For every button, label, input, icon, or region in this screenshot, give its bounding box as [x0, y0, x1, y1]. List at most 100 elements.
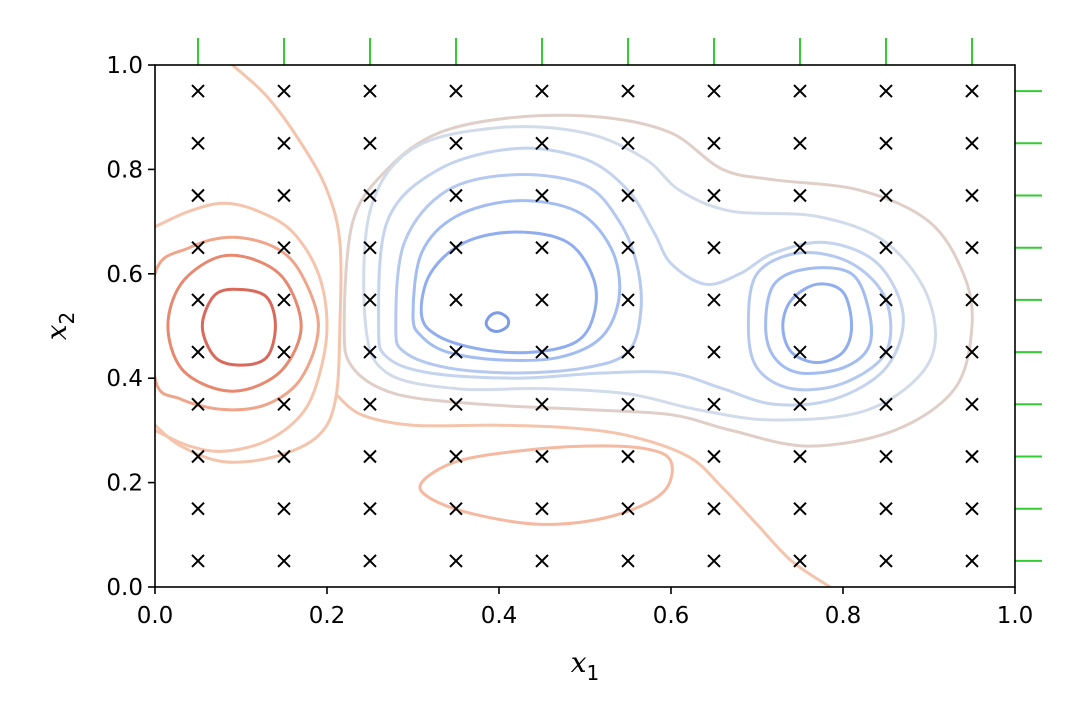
grid-marker	[277, 240, 291, 255]
grid-marker	[277, 449, 291, 464]
grid-marker	[535, 397, 549, 412]
grid-marker	[621, 554, 635, 568]
grid-marker	[621, 345, 635, 359]
grid-marker	[879, 345, 893, 359]
grid-marker	[621, 240, 635, 255]
grid-marker	[621, 84, 635, 98]
grid-marker	[363, 397, 377, 412]
grid-marker	[363, 345, 377, 359]
top-rug-marks	[197, 38, 973, 65]
grid-marker	[793, 136, 807, 151]
right-rug-marks	[1015, 90, 1042, 562]
grid-marker	[793, 345, 807, 359]
grid-marker	[965, 397, 979, 412]
grid-marker	[965, 449, 979, 464]
grid-marker	[535, 84, 549, 98]
y-axis-ticks: 0.0 0.2 0.4 0.6 0.8 1.0	[106, 53, 155, 601]
x-tick-label: 0.4	[481, 603, 518, 629]
contour-line-red-1b	[155, 201, 329, 453]
grid-marker	[879, 501, 893, 516]
x-tick-label: 1.0	[997, 603, 1034, 629]
grid-marker	[707, 136, 721, 151]
y-tick-label: 1.0	[106, 53, 143, 79]
y-tick-label: 0.8	[106, 157, 143, 183]
contour-line-red-low	[418, 444, 674, 526]
grid-marker	[965, 84, 979, 98]
grid-marker	[965, 501, 979, 516]
y-tick-label: 0.6	[106, 262, 143, 288]
grid-marker	[879, 397, 893, 412]
grid-marker	[793, 397, 807, 412]
grid-marker	[793, 449, 807, 464]
grid-marker	[707, 397, 721, 412]
grid-marker	[191, 293, 205, 307]
grid-marker	[363, 136, 377, 151]
grid-marker	[363, 293, 377, 307]
grid-marker	[707, 449, 721, 464]
grid-marker	[793, 554, 807, 568]
grid-marker	[707, 84, 721, 98]
grid-marker	[277, 188, 291, 203]
grid-marker	[277, 501, 291, 516]
grid-marker	[793, 240, 807, 255]
contour-line-blue-1	[362, 125, 937, 422]
grid-marker	[363, 449, 377, 464]
contour-line-blue-3	[394, 172, 643, 375]
grid-marker	[535, 449, 549, 464]
grid-marker	[707, 554, 721, 568]
grid-markers	[191, 84, 979, 568]
grid-marker	[363, 501, 377, 516]
y-tick-label: 0.0	[106, 575, 143, 601]
grid-marker	[879, 188, 893, 203]
contour-line-blue-5b	[781, 282, 854, 364]
grid-marker	[191, 240, 205, 255]
grid-marker	[191, 397, 205, 412]
grid-marker	[449, 501, 463, 516]
x-axis-label: x1	[571, 646, 600, 685]
grid-marker	[879, 84, 893, 98]
grid-marker	[535, 188, 549, 203]
contour-lines	[155, 65, 974, 587]
y-tick-label: 0.4	[106, 366, 143, 392]
grid-marker	[707, 345, 721, 359]
x-tick-label: 0.6	[653, 603, 690, 629]
grid-marker	[277, 345, 291, 359]
contour-line-blue-3b	[746, 251, 893, 392]
contour-line-red-3	[166, 253, 303, 393]
grid-marker	[449, 188, 463, 203]
grid-marker	[449, 293, 463, 307]
grid-marker	[621, 501, 635, 516]
grid-marker	[707, 293, 721, 307]
x-tick-label: 0.8	[825, 603, 862, 629]
grid-marker	[707, 501, 721, 516]
grid-marker	[191, 554, 205, 568]
grid-marker	[965, 345, 979, 359]
grid-marker	[793, 293, 807, 307]
grid-marker	[449, 345, 463, 359]
grid-marker	[363, 84, 377, 98]
contour-line-neutral	[342, 113, 974, 448]
grid-marker	[879, 240, 893, 255]
x-tick-label: 0.0	[137, 603, 174, 629]
grid-marker	[363, 240, 377, 255]
grid-marker	[965, 240, 979, 255]
grid-marker	[535, 136, 549, 151]
contour-line-blue-4	[411, 199, 622, 363]
contour-line-red-4	[200, 287, 277, 367]
grid-marker	[277, 136, 291, 151]
grid-marker	[707, 240, 721, 255]
grid-marker	[879, 554, 893, 568]
grid-marker	[535, 240, 549, 255]
grid-marker	[191, 136, 205, 151]
y-axis-label: x2	[40, 312, 79, 341]
grid-marker	[621, 293, 635, 307]
grid-marker	[535, 554, 549, 568]
grid-marker	[449, 136, 463, 151]
grid-marker	[965, 554, 979, 568]
grid-marker	[621, 449, 635, 464]
grid-marker	[965, 293, 979, 307]
y-tick-label: 0.2	[106, 471, 143, 497]
x-tick-label: 0.2	[309, 603, 346, 629]
contour-line-blue-4b	[764, 266, 873, 376]
